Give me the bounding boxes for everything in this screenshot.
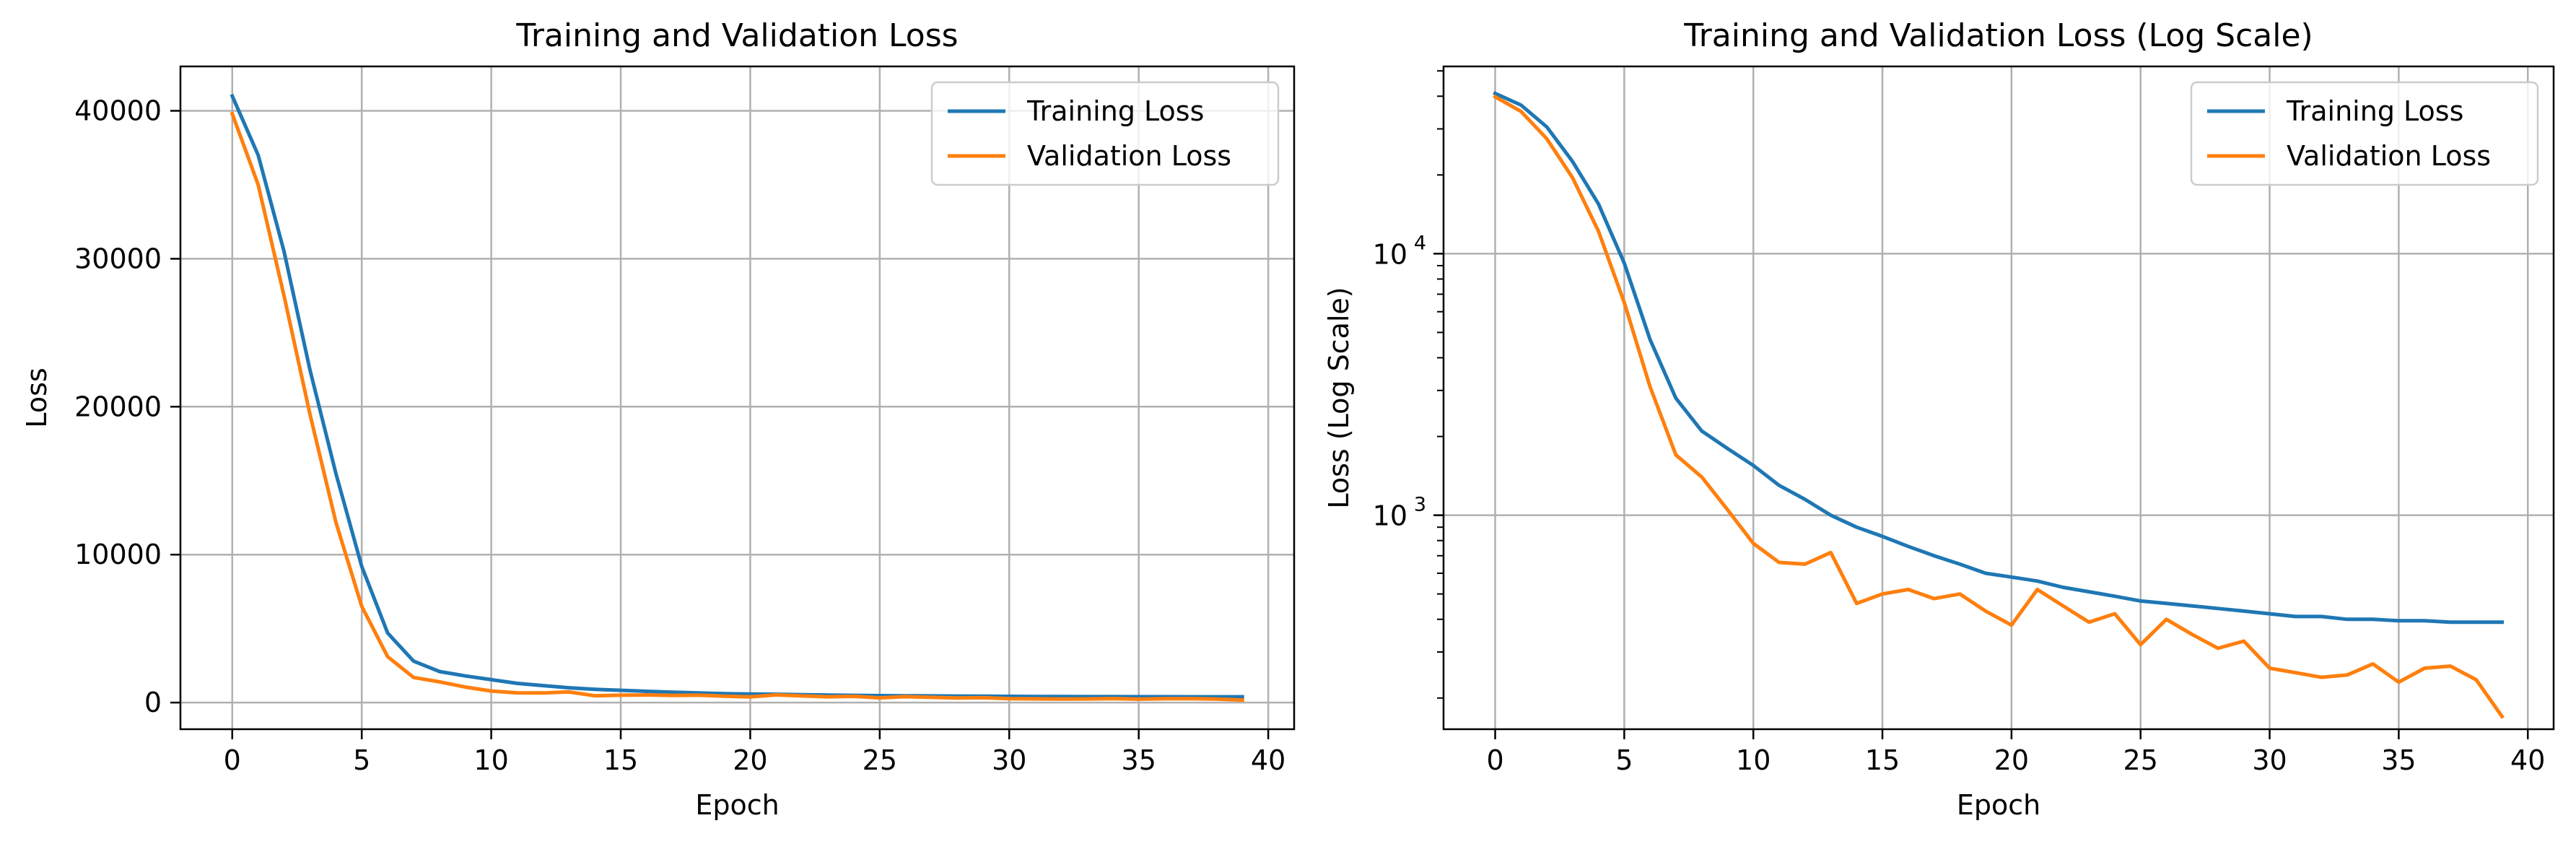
x-axis-label: Epoch (695, 789, 779, 821)
series-line-validation (1493, 94, 2505, 719)
x-tick-label: 35 (2381, 744, 2416, 776)
grid (1444, 66, 2554, 729)
x-tick-label: 0 (1486, 744, 1503, 776)
series-line-validation (230, 111, 1244, 702)
x-tick-label: 0 (224, 744, 241, 776)
x-tick-label: 5 (353, 744, 370, 776)
x-tick-label: 15 (1865, 744, 1900, 776)
y-axis-label: Loss (21, 367, 53, 427)
legend-box (930, 81, 1280, 186)
x-tick-label: 5 (1615, 744, 1633, 776)
legend-label: Training Loss (1026, 95, 1204, 127)
legend-label: Validation Loss (1027, 140, 1231, 172)
x-tick-label: 10 (1736, 744, 1771, 776)
x-axis-label: Epoch (1957, 789, 2040, 821)
x-tick-label: 25 (2123, 744, 2158, 776)
x-tick-label: 30 (992, 744, 1026, 776)
chart-panel-1: 0 5 10 15 20 25 30 35 40 0 10000 20000 30000 40000 Tra… (21, 17, 1296, 821)
legend-label: Validation Loss (2287, 140, 2491, 172)
chart-panel-2: 0 5 10 15 20 25 30 35 40 10 3 10 4 Training and Valid… (1323, 17, 2555, 821)
y-tick-label: 40000 (74, 95, 162, 126)
legend: Training Loss Validation Loss (2190, 81, 2539, 186)
x-tick-label: 35 (1122, 744, 1156, 776)
x-tick-label: 40 (2510, 744, 2545, 776)
y-tick-exponent: 3 (1414, 494, 1426, 516)
legend-label: Training Loss (2286, 95, 2463, 127)
chart-title: Training and Validation Loss (Log Scale) (1683, 17, 2313, 54)
axes-frame (1442, 65, 2555, 731)
x-tick-label: 10 (473, 744, 508, 776)
x-tick-label: 40 (1251, 744, 1285, 776)
x-tick-label: 25 (863, 744, 897, 776)
x-tick-label: 30 (2252, 744, 2287, 776)
y-tick-label: 10000 (74, 539, 162, 570)
y-tick-exponent: 4 (1414, 232, 1426, 254)
chart-title: Training and Validation Loss (515, 17, 958, 54)
y-tick-label: 10 (1373, 238, 1407, 270)
x-tick-label: 20 (733, 744, 767, 776)
series-line-training (230, 93, 1244, 699)
legend: Training Loss Validation Loss (930, 81, 1280, 186)
x-tick-label: 15 (603, 744, 638, 776)
x-tick-label: 20 (1994, 744, 2029, 776)
y-axis-label: Loss (Log Scale) (1323, 287, 1355, 508)
y-tick-label: 10 (1373, 500, 1407, 532)
y-tick-label: 30000 (74, 243, 162, 274)
y-tick-label: 0 (144, 687, 162, 718)
legend-box (2190, 81, 2539, 186)
series-line-training (1493, 91, 2504, 625)
y-tick-label: 20000 (74, 391, 162, 422)
axes-frame (179, 65, 1296, 731)
